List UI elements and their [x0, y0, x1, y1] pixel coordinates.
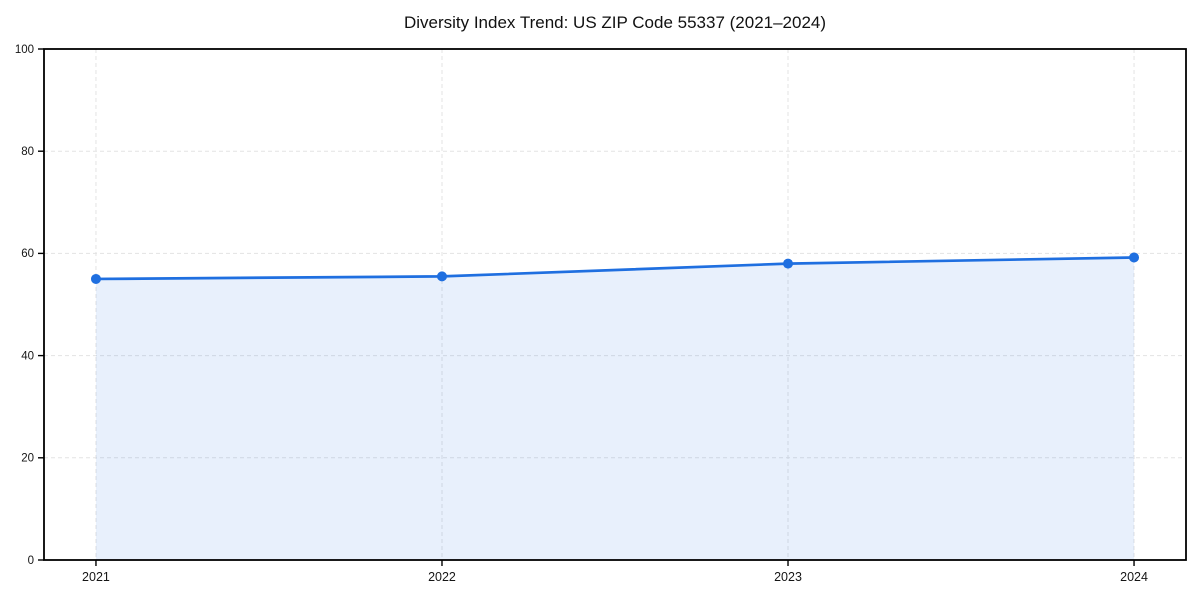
y-tick-label: 40: [21, 350, 34, 362]
series-area-fill: [95, 257, 1135, 560]
data-point-2023: [783, 258, 794, 269]
x-tick-label: 2022: [428, 570, 456, 584]
y-tick-label: 80: [21, 146, 34, 158]
y-tick-label: 0: [28, 555, 34, 567]
y-tick-label: 20: [21, 453, 34, 465]
data-point-2024: [1129, 252, 1140, 263]
y-tick-label: 100: [15, 44, 34, 56]
data-point-2022: [436, 271, 447, 282]
chart-title: Diversity Index Trend: US ZIP Code 55337…: [403, 13, 827, 32]
series-line: [94, 256, 1136, 281]
x-tick-label: 2024: [1120, 570, 1148, 584]
axes-border: [43, 48, 1187, 561]
x-tick-label: 2023: [774, 570, 802, 584]
x-tick-label: 2021: [82, 570, 110, 584]
y-tick-label: 60: [21, 248, 34, 260]
data-point-2021: [90, 273, 101, 284]
